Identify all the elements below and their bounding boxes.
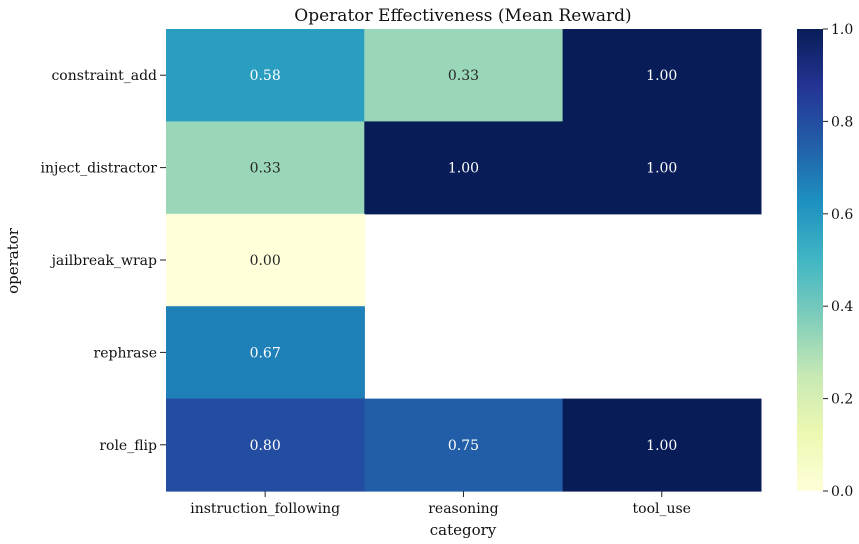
colorbar-gradient [797, 29, 823, 491]
colorbar: 0.0 0.2 0.4 0.6 0.8 1.0 [797, 22, 853, 500]
cell-value-label: 0.58 [250, 68, 281, 84]
cell-value-label: 1.00 [646, 438, 677, 454]
x-tick-label: tool_use [633, 501, 691, 517]
cell-value-label: 0.33 [250, 161, 281, 177]
heatmap-cell [562, 121, 762, 215]
heatmap-cell [364, 29, 564, 122]
x-axis-label: category [430, 521, 497, 539]
x-tick-labels: instruction_following reasoning tool_use [190, 491, 691, 517]
y-tick-label: constraint_add [51, 68, 157, 84]
y-tick-label: jailbreak_wrap [50, 253, 157, 269]
y-tick-labels: constraint_add inject_distractor jailbreak… [41, 68, 166, 454]
colorbar-tick-label: 0.4 [831, 299, 853, 315]
y-tick-label: role_flip [99, 438, 157, 454]
cell-value-label: 0.00 [250, 253, 281, 269]
colorbar-tick-label: 1.0 [831, 22, 853, 38]
heatmap-cell [166, 121, 365, 215]
colorbar-tick-label: 0.0 [831, 484, 853, 500]
heatmap-cell [364, 398, 564, 492]
heatmap-cell [166, 306, 365, 400]
x-tick-label: reasoning [428, 501, 498, 517]
x-tick-label: instruction_following [190, 501, 340, 517]
colorbar-tick-label: 0.6 [831, 207, 853, 223]
y-tick-label: inject_distractor [41, 161, 158, 177]
y-axis-label: operator [4, 227, 22, 294]
heatmap-cell [562, 398, 762, 492]
cell-value-label: 1.00 [448, 161, 479, 177]
heatmap-cell [562, 29, 762, 122]
cell-value-label: 1.00 [646, 68, 677, 84]
colorbar-tick-label: 0.2 [831, 392, 853, 408]
heatmap-cell [166, 213, 365, 307]
cell-value-label: 0.80 [250, 438, 281, 454]
cell-value-label: 0.33 [448, 68, 479, 84]
chart-title: Operator Effectiveness (Mean Reward) [294, 6, 631, 26]
y-tick-label: rephrase [94, 345, 157, 361]
colorbar-tick-label: 0.8 [831, 114, 853, 130]
heatmap-cells: 0.58 0.33 1.00 0.33 1.00 1.00 0.00 0.67 0.80 0.75… [166, 29, 762, 492]
cell-value-label: 1.00 [646, 161, 677, 177]
heatmap-cell [166, 29, 365, 122]
heatmap-cell [364, 121, 564, 215]
cell-value-label: 0.67 [250, 345, 281, 361]
heatmap-cell [166, 398, 365, 492]
cell-value-label: 0.75 [448, 438, 479, 454]
